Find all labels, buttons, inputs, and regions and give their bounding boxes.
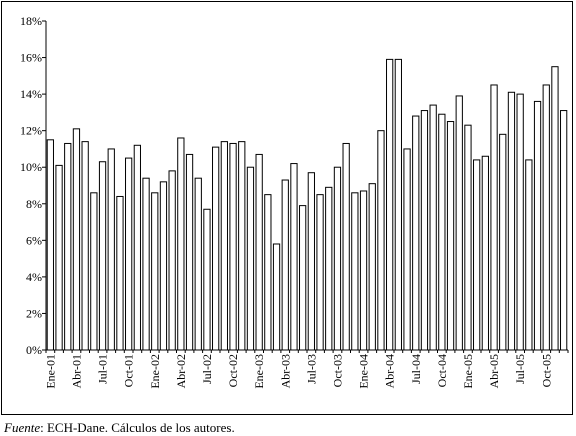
bar bbox=[151, 192, 159, 351]
x-tick-label: Abr-03 bbox=[278, 354, 292, 388]
x-tick-label: Abr-02 bbox=[174, 354, 188, 388]
bar bbox=[377, 130, 385, 351]
y-tick-label: 4% bbox=[26, 270, 42, 284]
bar bbox=[455, 95, 463, 351]
y-tick-label: 6% bbox=[26, 233, 42, 247]
bar bbox=[142, 177, 150, 351]
x-tick-label: Ene-02 bbox=[148, 354, 162, 389]
x-tick-label: Abr-04 bbox=[383, 354, 397, 388]
y-tick-label: 16% bbox=[20, 51, 42, 65]
x-tick-label: Abr-05 bbox=[487, 354, 501, 388]
bar bbox=[64, 142, 72, 351]
bar bbox=[525, 159, 533, 351]
bar bbox=[507, 91, 516, 351]
bar bbox=[107, 148, 115, 351]
bar bbox=[116, 195, 124, 351]
bar bbox=[464, 124, 472, 351]
bar bbox=[490, 84, 498, 351]
bar bbox=[499, 133, 507, 351]
source-note: Fuente: ECH-Dane. Cálculos de los autore… bbox=[4, 420, 235, 436]
y-tick-label: 2% bbox=[26, 306, 42, 320]
bar bbox=[386, 58, 394, 351]
bar bbox=[90, 192, 98, 351]
x-tick-label: Jul-02 bbox=[200, 354, 214, 384]
bar bbox=[238, 141, 246, 351]
bar bbox=[325, 186, 333, 351]
x-tick-label: Ene-01 bbox=[43, 354, 57, 389]
x-tick-label: Oct-05 bbox=[539, 354, 553, 387]
x-tick-label: Jul-03 bbox=[304, 354, 318, 384]
bar bbox=[307, 172, 315, 351]
x-tick-label: Jul-05 bbox=[513, 354, 527, 384]
bar bbox=[125, 157, 133, 351]
bar bbox=[159, 181, 168, 351]
bar bbox=[481, 155, 489, 351]
bar bbox=[185, 153, 194, 351]
bars bbox=[46, 58, 568, 351]
bar bbox=[394, 58, 402, 351]
bar bbox=[446, 121, 455, 351]
bar bbox=[81, 141, 89, 351]
bar bbox=[299, 205, 307, 351]
bar bbox=[229, 142, 237, 351]
bar bbox=[551, 66, 559, 351]
bar bbox=[560, 110, 568, 351]
bar bbox=[246, 166, 255, 351]
bar bbox=[98, 161, 107, 351]
bar bbox=[255, 153, 263, 351]
bar bbox=[473, 159, 481, 351]
chart-frame: 0% 2% 4% 6% 8% 10% 12% 14% 16% 18% Ene-01 Abr-01 Ju… bbox=[1, 1, 573, 415]
x-tick-label: Oct-03 bbox=[330, 354, 344, 387]
bar bbox=[316, 194, 324, 351]
y-axis: 0% 2% 4% 6% 8% 10% 12% 14% 16% 18% bbox=[20, 14, 47, 357]
source-text: : ECH-Dane. Cálculos de los autores. bbox=[40, 420, 235, 435]
bar bbox=[533, 100, 542, 351]
bar bbox=[542, 84, 550, 351]
bar bbox=[212, 146, 220, 351]
bar bbox=[272, 243, 281, 351]
bar bbox=[420, 110, 429, 351]
bar bbox=[55, 164, 63, 351]
bar bbox=[133, 144, 141, 351]
bar bbox=[333, 166, 342, 351]
x-tick-label: Abr-01 bbox=[69, 354, 83, 388]
x-tick-label: Ene-03 bbox=[252, 354, 266, 389]
bar bbox=[403, 148, 411, 351]
bar bbox=[220, 141, 228, 351]
bar bbox=[438, 113, 446, 351]
y-tick-label: 0% bbox=[26, 343, 42, 357]
x-tick-label: Jul-01 bbox=[96, 354, 110, 384]
bar bbox=[368, 183, 376, 351]
x-tick-label: Jul-04 bbox=[409, 354, 423, 384]
bar bbox=[359, 190, 368, 351]
y-tick-label: 8% bbox=[26, 197, 42, 211]
x-tick-label: Oct-01 bbox=[122, 354, 136, 387]
bar bbox=[351, 192, 359, 351]
x-tick-label: Ene-05 bbox=[461, 354, 475, 389]
bar bbox=[429, 104, 437, 351]
source-label: Fuente bbox=[4, 420, 41, 435]
x-tick-label: Oct-02 bbox=[226, 354, 240, 387]
bar bbox=[516, 93, 524, 351]
bar bbox=[72, 128, 81, 351]
bar bbox=[177, 137, 185, 351]
bar bbox=[281, 179, 289, 351]
bar bbox=[46, 139, 54, 351]
y-tick-label: 14% bbox=[20, 87, 42, 101]
x-tick-label: Oct-04 bbox=[435, 354, 449, 387]
bar bbox=[194, 177, 202, 351]
y-tick-label: 12% bbox=[20, 124, 42, 138]
bar bbox=[203, 208, 211, 351]
bar-chart: 0% 2% 4% 6% 8% 10% 12% 14% 16% 18% Ene-01 Abr-01 Ju… bbox=[20, 14, 569, 389]
bar bbox=[168, 170, 176, 351]
y-tick-label: 10% bbox=[20, 160, 42, 174]
bar bbox=[412, 115, 420, 351]
bar bbox=[290, 163, 298, 351]
x-tick-label: Ene-04 bbox=[357, 354, 371, 389]
x-axis: Ene-01 Abr-01 Jul-01 Oct-01 Ene-02 Abr-02 Jul-… bbox=[43, 349, 569, 389]
bar bbox=[264, 194, 272, 351]
bar bbox=[342, 142, 350, 351]
y-tick-label: 18% bbox=[20, 14, 42, 28]
